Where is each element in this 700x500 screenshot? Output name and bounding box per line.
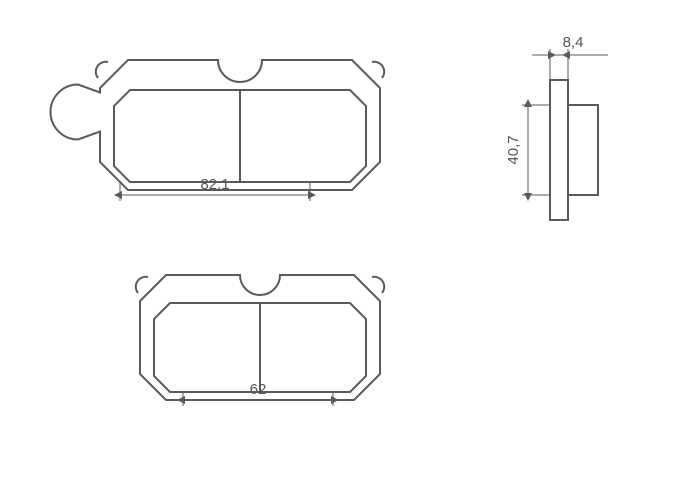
top-brake-pad bbox=[50, 60, 384, 190]
side-thickness-value: 8,4 bbox=[563, 34, 584, 51]
side-view bbox=[522, 49, 608, 220]
diagram-canvas: 82,1 62 8,4 40,7 bbox=[0, 0, 700, 500]
bottom-width-value: 62 bbox=[250, 381, 267, 398]
side-height-value: 40,7 bbox=[505, 135, 522, 164]
top-width-value: 82,1 bbox=[200, 176, 229, 193]
